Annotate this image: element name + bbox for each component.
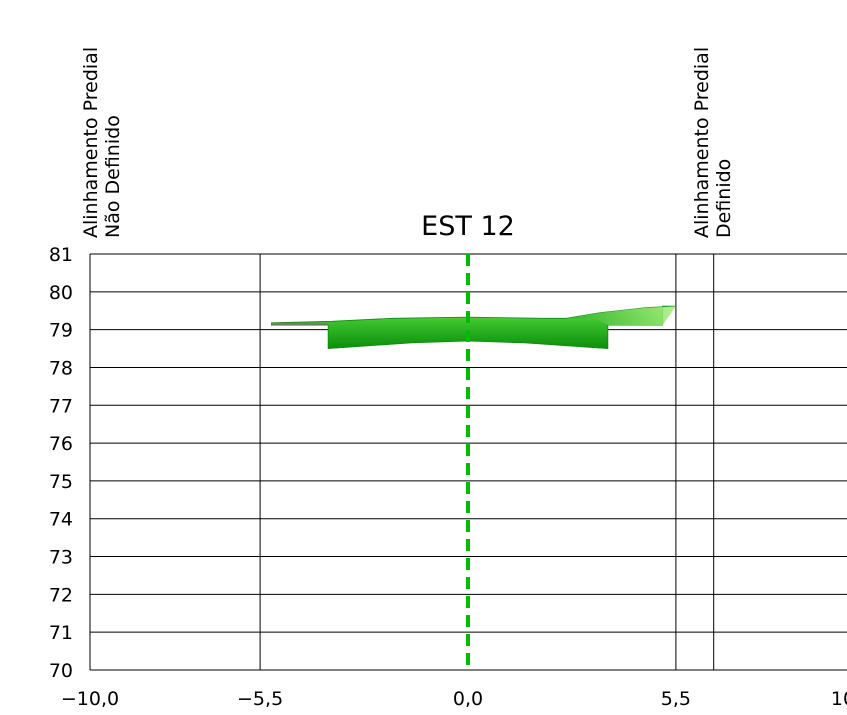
y-tick-label: 77 xyxy=(49,395,73,417)
alignment-lines xyxy=(259,254,715,670)
alignment-annotation-text: Não Definido xyxy=(102,115,124,238)
y-tick-label: 81 xyxy=(49,244,73,266)
y-tick-label: 74 xyxy=(49,509,73,531)
alignment-annotation-text: Alinhamento Predial xyxy=(691,47,713,238)
alignment-annotations: Alinhamento Predial Não Definido Alinhamen… xyxy=(80,47,735,238)
x-tick-label: 0,0 xyxy=(453,688,483,710)
y-tick-label: 73 xyxy=(49,547,73,569)
x-tick-label: −10,0 xyxy=(61,688,119,710)
x-tick-label: 10, xyxy=(831,688,847,710)
y-tick-label: 76 xyxy=(49,433,73,455)
grid-lines xyxy=(89,253,847,671)
y-tick-label: 71 xyxy=(49,622,73,644)
y-tick-label: 72 xyxy=(49,584,73,606)
y-axis-labels: 81 80 79 78 77 76 75 74 73 72 71 70 xyxy=(49,244,73,682)
alignment-annotation-text: Alinhamento Predial xyxy=(80,47,102,238)
x-tick-label: −5,5 xyxy=(237,688,283,710)
y-tick-label: 75 xyxy=(49,471,73,493)
x-axis-labels: −10,0 −5,5 0,0 5,5 10, xyxy=(61,688,847,710)
y-tick-label: 79 xyxy=(49,320,73,342)
terrain-profile xyxy=(271,305,676,349)
x-tick-label: 5,5 xyxy=(661,688,691,710)
terrain-slope-right xyxy=(566,306,676,326)
y-tick-label: 80 xyxy=(49,282,73,304)
y-tick-label: 78 xyxy=(49,357,73,379)
alignment-annotation-text: Definido xyxy=(713,159,735,238)
section-title: EST 12 xyxy=(421,211,515,242)
y-tick-label: 70 xyxy=(49,660,73,682)
